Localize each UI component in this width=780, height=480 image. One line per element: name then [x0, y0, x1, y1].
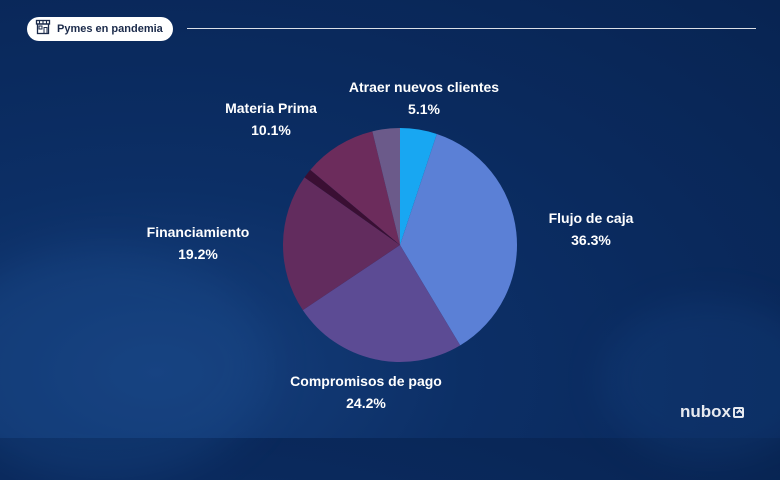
- slice-label-atraer: Atraer nuevos clientes 5.1%: [348, 79, 500, 117]
- header-divider: [187, 28, 756, 29]
- logo-text: nubox: [680, 402, 731, 421]
- slice-label-compromisos: Compromisos de pago 24.2%: [290, 373, 442, 411]
- pie-slice-1: [400, 133, 518, 346]
- slice-label-materia-prima: Materia Prima 10.1%: [225, 100, 317, 138]
- slice-label-financiamiento: Financiamiento 19.2%: [146, 224, 250, 262]
- pie-slice-2: [302, 245, 461, 363]
- pie-slice-3: [283, 177, 400, 311]
- pie-slice-0: [400, 128, 437, 245]
- header-badge: Pymes en pandemia: [27, 17, 173, 41]
- pie-slice-5: [310, 131, 400, 245]
- nubox-logo: nubox: [680, 402, 744, 422]
- header-title: Pymes en pandemia: [57, 23, 163, 35]
- background-blob: [600, 300, 780, 460]
- pie-chart: [283, 128, 518, 363]
- pie-slice-4: [304, 169, 400, 245]
- pie-slice-6: [372, 128, 400, 245]
- nubox-box-icon: [733, 406, 744, 418]
- slice-label-flujo: Flujo de caja 36.3%: [548, 210, 634, 248]
- store-icon: [35, 19, 51, 40]
